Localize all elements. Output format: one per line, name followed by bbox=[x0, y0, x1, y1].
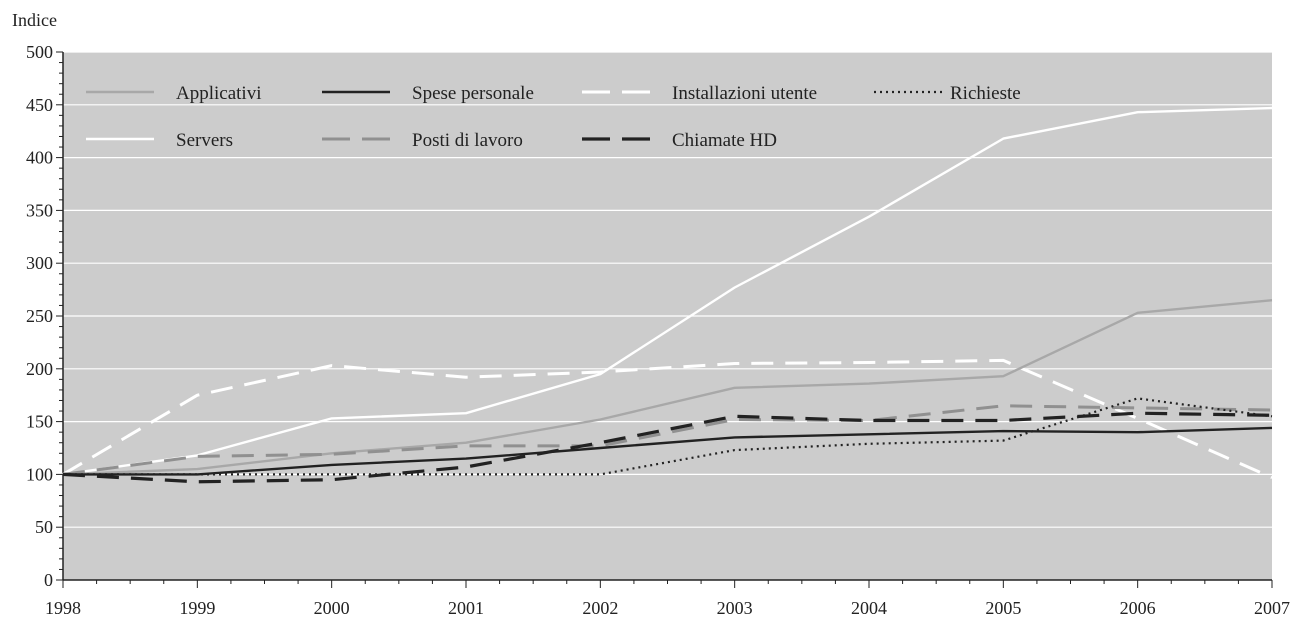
y-axis-label: Indice bbox=[12, 10, 57, 30]
x-tick-label-1998: 1998 bbox=[45, 598, 81, 618]
legend-label-posti-di-lavoro: Posti di lavoro bbox=[412, 130, 523, 151]
x-tick-label-1999: 1999 bbox=[179, 598, 215, 618]
series-line-applicativi bbox=[62, 299, 1273, 476]
x-tick-label-2000: 2000 bbox=[314, 598, 350, 618]
x-tick-label-2002: 2002 bbox=[582, 598, 618, 618]
series-line-servers bbox=[62, 106, 1273, 476]
y-tick-label-50: 50 bbox=[35, 517, 53, 537]
y-tick-label-200: 200 bbox=[26, 359, 53, 379]
x-tick-label-2003: 2003 bbox=[717, 598, 753, 618]
y-tick-label-400: 400 bbox=[26, 148, 53, 168]
legend-label-spese-personale: Spese personale bbox=[412, 83, 534, 104]
y-tick-label-100: 100 bbox=[26, 464, 53, 484]
legend-label-applicativi: Applicativi bbox=[176, 83, 261, 104]
x-tick-label-2006: 2006 bbox=[1120, 598, 1156, 618]
series-line-installazioni-utente bbox=[62, 358, 1273, 479]
legend-label-installazioni-utente: Installazioni utente bbox=[672, 83, 817, 104]
x-tick-label-2001: 2001 bbox=[448, 598, 484, 618]
y-tick-label-450: 450 bbox=[26, 95, 53, 115]
y-tick-label-250: 250 bbox=[26, 306, 53, 326]
series-line-spese-personale bbox=[63, 426, 1273, 476]
y-tick-label-300: 300 bbox=[26, 253, 53, 273]
x-tick-label-2005: 2005 bbox=[985, 598, 1021, 618]
x-tick-label-2007: 2007 bbox=[1254, 598, 1290, 618]
y-tick-label-0: 0 bbox=[44, 570, 53, 590]
legend-label-richieste: Richieste bbox=[950, 83, 1021, 104]
x-tick-label-2004: 2004 bbox=[851, 598, 887, 618]
legend-label-servers: Servers bbox=[176, 130, 233, 151]
y-tick-label-500: 500 bbox=[26, 42, 53, 62]
y-tick-label-150: 150 bbox=[26, 412, 53, 432]
legend-label-chiamate-hd: Chiamate HD bbox=[672, 130, 777, 151]
y-tick-label-350: 350 bbox=[26, 200, 53, 220]
